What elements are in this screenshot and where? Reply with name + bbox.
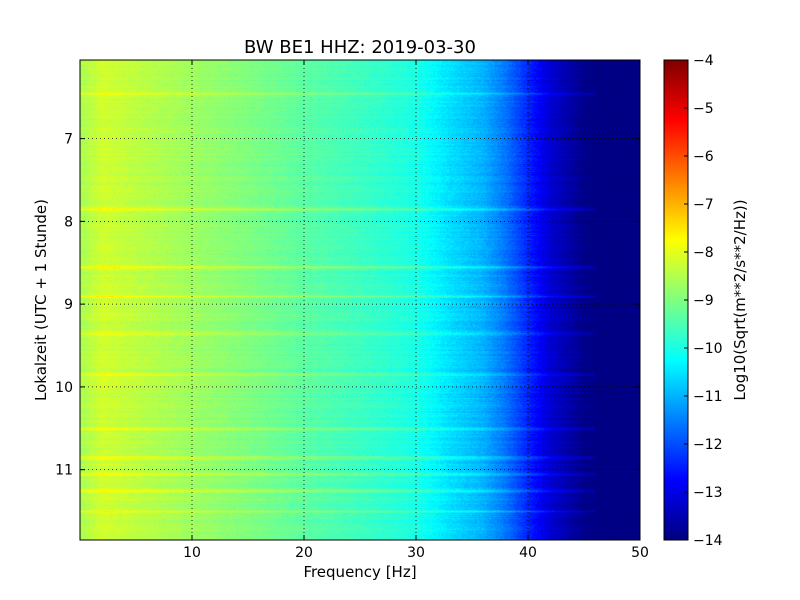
y-axis: 7 8 9 10 11 [55,132,640,479]
spectrogram-image [80,60,640,540]
y-axis-label: Lokalzeit (UTC + 1 Stunde) [32,199,50,401]
y-tick-label: 11 [55,463,73,479]
y-tick-label: 9 [64,297,73,313]
y-tick-label: 8 [64,214,73,230]
colorbar: −14 −13 −12 −11 −10 −9 −8 −7 −6 −5 −4 Log10(Sqrt(m… [663,53,749,549]
x-axis: 10 20 30 40 50 [183,60,649,561]
x-tick-label: 40 [519,545,537,561]
x-tick-label: 20 [295,545,313,561]
colorbar-tick-label: −9 [693,293,714,309]
chart-title: BW BE1 HHZ: 2019-03-30 [244,37,476,58]
spectrogram-image-container [80,60,640,540]
plot-area [79,59,641,541]
colorbar-label: Log10(Sqrt(m**2/s**2/Hz)) [731,199,749,400]
plot-frame [79,59,641,541]
grid-lines [80,60,640,540]
y-tick-label: 10 [55,380,73,396]
y-tick-label: 7 [64,132,73,148]
colorbar-tick-label: −8 [693,245,714,261]
colorbar-tick-label: −13 [693,485,723,501]
colorbar-tick-label: −6 [693,149,714,165]
colorbar-tick-label: −7 [693,197,714,213]
colorbar-tick-label: −12 [693,437,723,453]
colorbar-tick-label: −11 [693,389,723,405]
x-axis-label: Frequency [Hz] [303,563,416,581]
x-tick-label: 10 [183,545,201,561]
x-tick-label: 30 [407,545,425,561]
colorbar-ticks: −14 −13 −12 −11 −10 −9 −8 −7 −6 −5 −4 [684,53,723,549]
colorbar-tick-label: −5 [693,101,714,117]
colorbar-tick-label: −10 [693,341,723,357]
colorbar-tick-label: −4 [693,53,714,69]
x-tick-label: 50 [631,545,649,561]
colorbar-tick-label: −14 [693,533,723,549]
